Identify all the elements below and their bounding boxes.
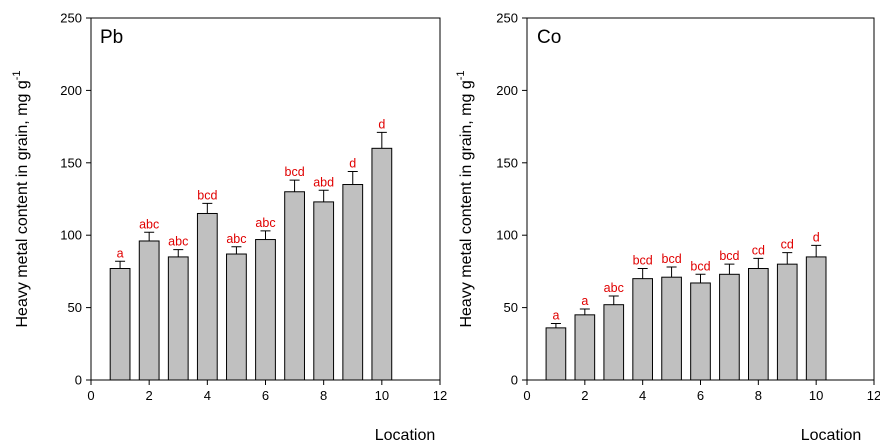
significance-letter-pb-8: abd [313,175,334,189]
error-bar-pb-8 [318,189,329,202]
x-tick-label: 0 [523,388,530,403]
significance-letter-pb-4: bcd [197,188,217,202]
bar-pb-8 [313,201,335,381]
x-tick-label: 0 [87,388,94,403]
significance-letter-pb-1: a [117,246,124,260]
error-bar-co-4 [637,268,648,279]
panel-label: Co [537,27,561,48]
bar-co-6 [690,282,711,381]
x-axis-title: Location [375,427,436,444]
error-bar-pb-6 [260,230,271,240]
y-axis-title: Heavy metal content in grain, mg g-1 [455,70,475,327]
y-tick-label: 250 [496,11,518,26]
significance-letter-co-6: bcd [690,259,710,273]
y-axis-title: Heavy metal content in grain, mg g-1 [11,70,31,327]
x-tick-label: 4 [639,388,646,403]
significance-letter-pb-3: abc [168,235,188,249]
x-tick-label: 12 [433,388,447,403]
bar-pb-4 [196,212,218,381]
y-tick-label: 200 [496,83,518,98]
x-tick-label: 6 [697,388,704,403]
error-bar-co-3 [608,295,619,305]
error-bar-pb-2 [144,231,155,241]
bar-co-2 [574,314,596,381]
y-tick-label: 50 [68,300,82,315]
significance-letter-pb-5: abc [226,232,246,246]
bar-pb-7 [284,191,305,381]
significance-letter-co-9: cd [781,238,794,252]
bar-pb-9 [342,184,364,381]
bar-co-7 [719,273,740,381]
bar-pb-10 [371,147,393,381]
error-bar-co-6 [695,273,706,283]
significance-letter-pb-7: bcd [285,165,305,179]
bar-pb-2 [138,240,160,381]
y-tick-label: 100 [60,228,82,243]
y-tick-label: 200 [60,83,82,98]
x-tick-label: 4 [204,388,211,403]
bar-pb-3 [167,256,189,381]
y-tick-label: 150 [496,155,518,170]
y-tick-label: 100 [496,228,518,243]
x-tick-label: 2 [581,388,588,403]
y-tick-label: 0 [511,373,518,388]
x-tick-label: 12 [867,388,880,403]
y-tick-label: 250 [60,11,82,26]
x-tick-label: 2 [146,388,153,403]
bar-co-3 [603,304,625,381]
significance-letter-co-7: bcd [719,249,739,263]
significance-letter-co-4: bcd [633,254,653,268]
significance-letter-pb-10: d [378,117,385,131]
error-bar-pb-7 [289,179,300,192]
significance-letter-co-5: bcd [662,252,682,266]
x-tick-label: 8 [755,388,762,403]
x-tick-label: 10 [809,388,823,403]
bar-co-4 [632,278,653,381]
x-axis-title: Location [801,427,862,444]
bar-co-10 [805,256,827,381]
x-tick-label: 8 [320,388,327,403]
bar-co-1 [545,327,567,381]
bar-co-9 [776,263,798,381]
error-bar-co-7 [724,263,735,275]
significance-letter-co-3: abc [604,281,624,295]
error-bar-co-8 [753,257,764,269]
bar-pb-5 [226,253,247,381]
error-bar-co-9 [782,252,793,265]
significance-letter-co-10: d [813,230,820,244]
error-bar-pb-9 [347,170,358,185]
significance-letter-co-1: a [552,309,559,323]
error-bar-pb-1 [115,260,126,269]
error-bar-pb-4 [202,202,213,214]
bar-pb-6 [255,239,276,381]
error-bar-co-2 [579,308,590,315]
significance-letter-co-8: cd [752,243,765,257]
error-bar-co-1 [550,323,561,328]
y-tick-label: 0 [75,373,82,388]
x-tick-label: 6 [262,388,269,403]
significance-letter-co-2: a [581,294,588,308]
x-tick-label: 10 [375,388,389,403]
error-bar-co-5 [666,266,677,278]
error-bar-pb-10 [376,131,387,149]
significance-letter-pb-6: abc [255,216,275,230]
y-tick-label: 50 [504,300,518,315]
error-bar-pb-5 [231,246,242,255]
chart-panel-pb: aabcabcbcdabcabcbcdabddd0501001502002500… [11,11,447,444]
error-bar-pb-3 [173,249,184,257]
significance-letter-pb-2: abc [139,217,159,231]
bar-pb-1 [109,268,131,381]
significance-letter-pb-9: d [349,156,356,170]
error-bar-co-10 [811,244,822,257]
y-tick-label: 150 [60,155,82,170]
bar-co-5 [661,276,682,381]
panel-label: Pb [100,27,123,48]
bar-co-8 [748,268,769,381]
